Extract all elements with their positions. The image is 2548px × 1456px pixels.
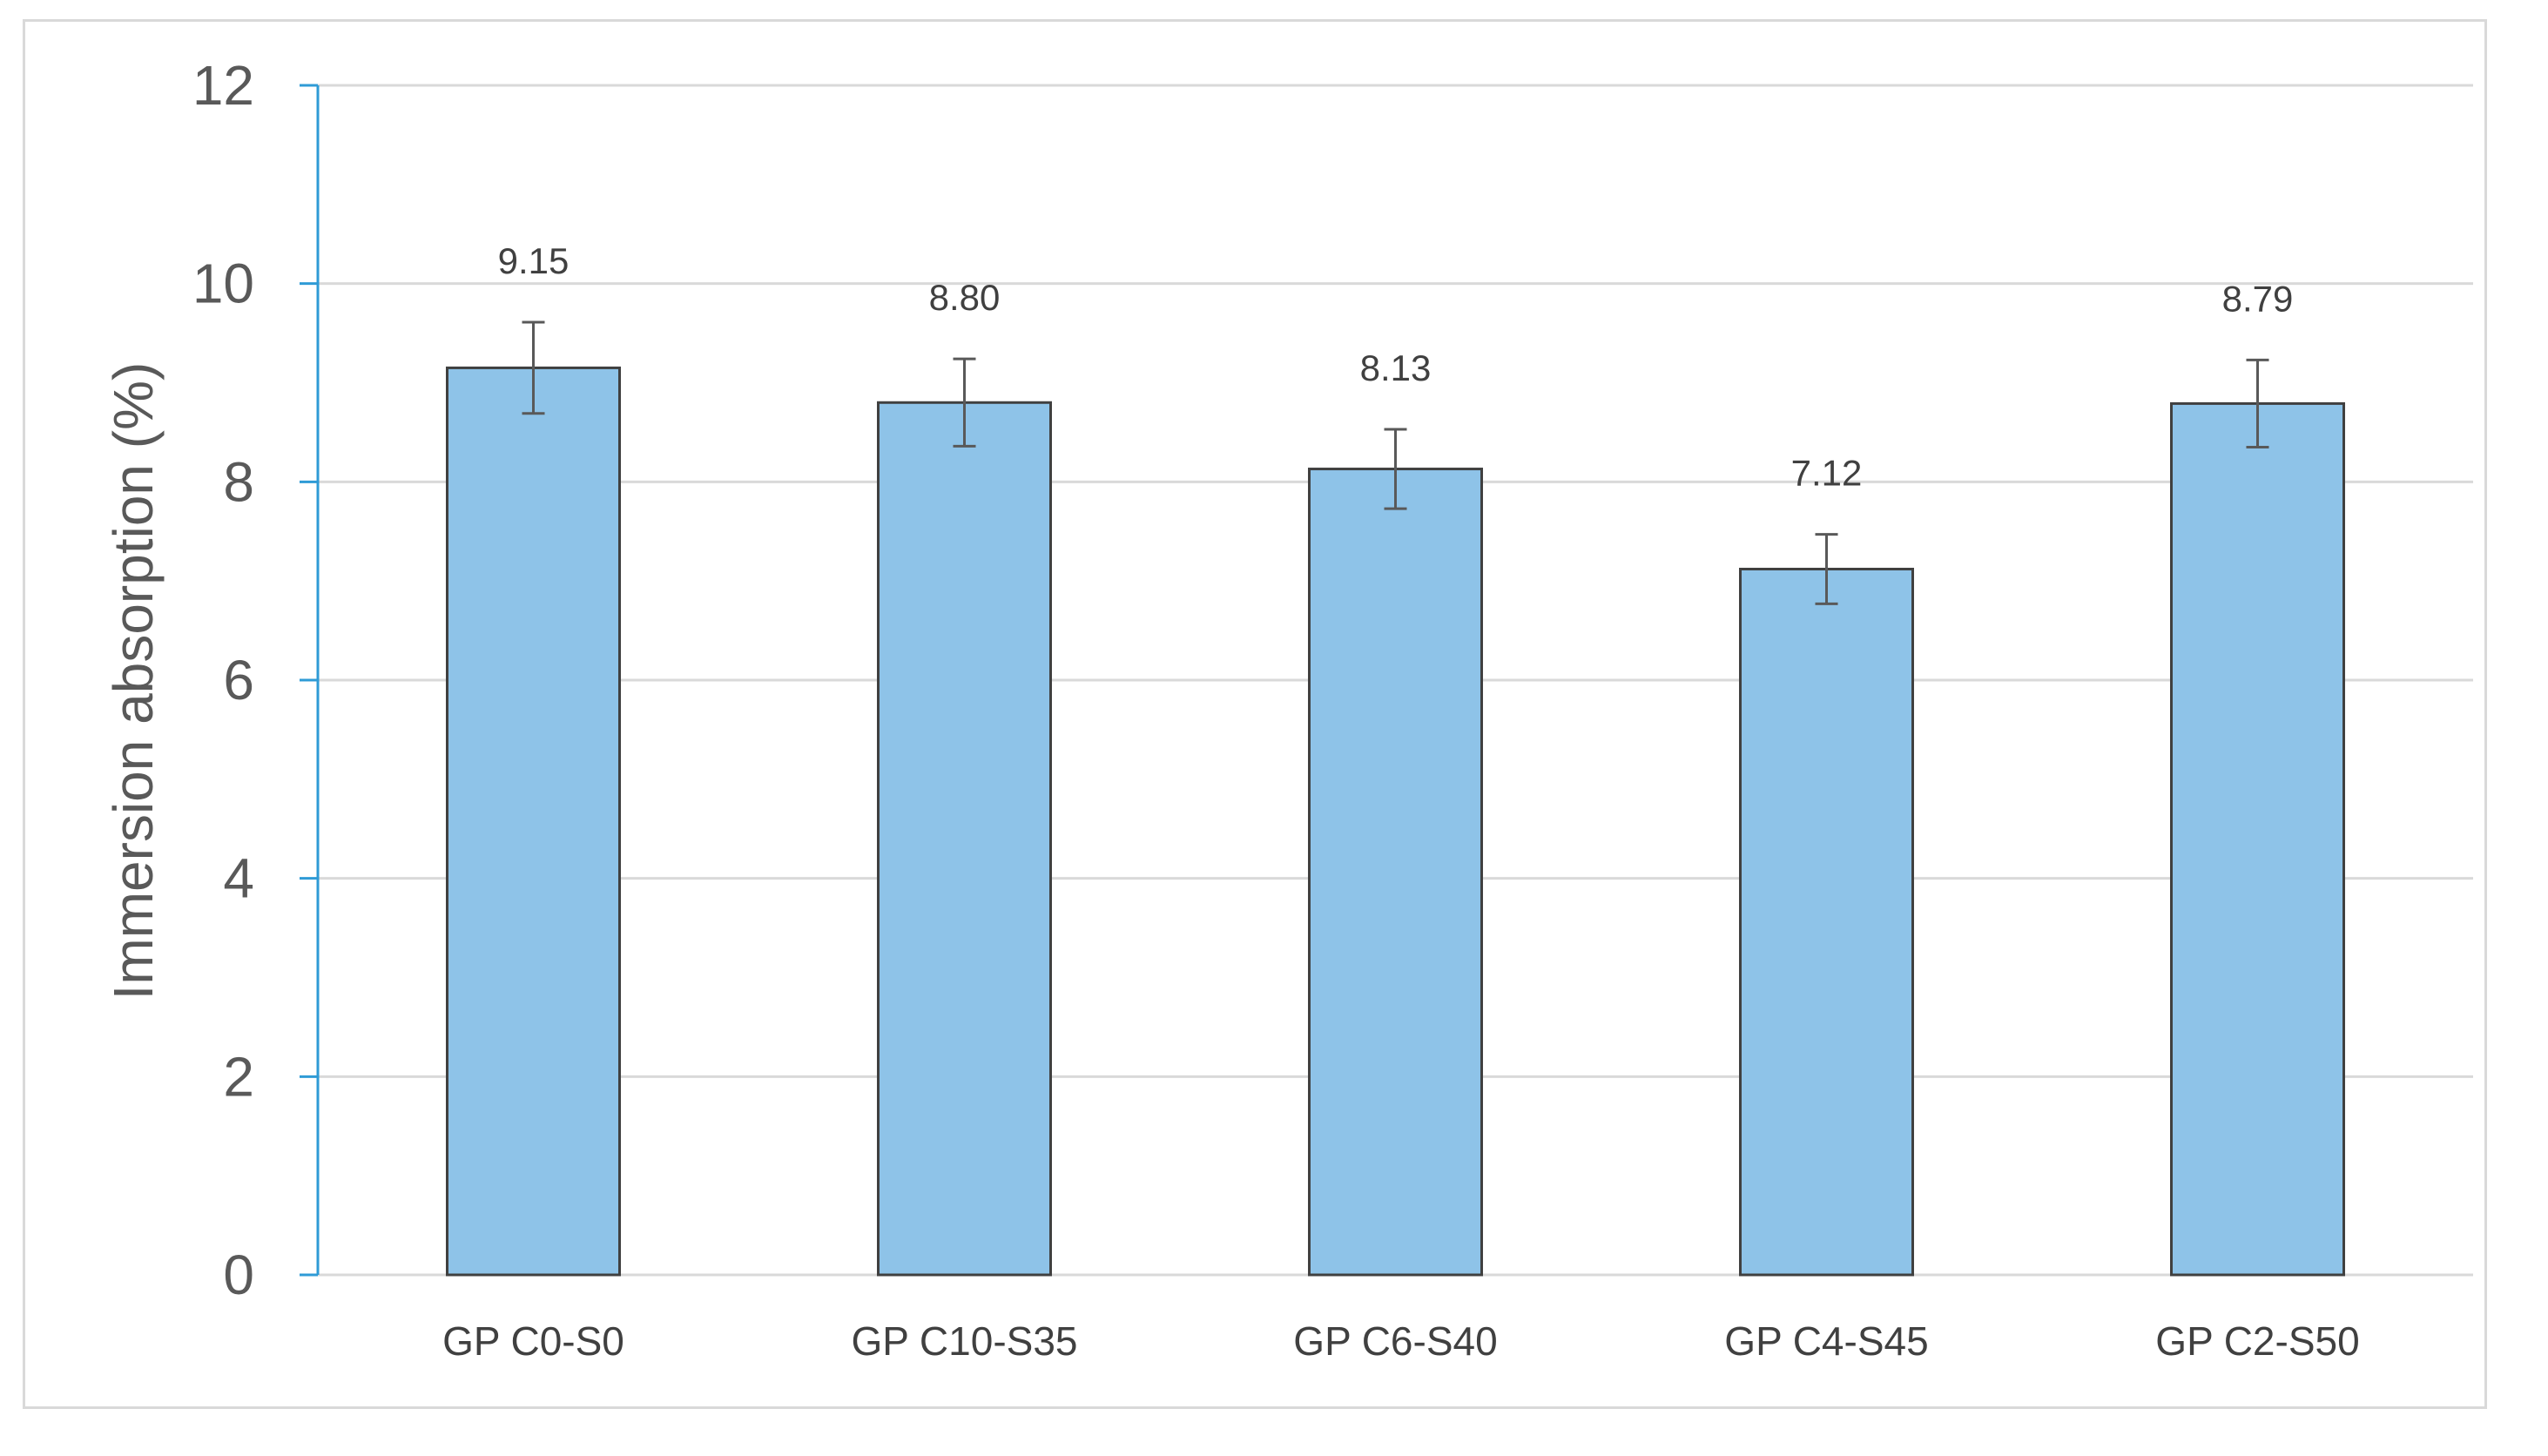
data-label: 9.15 — [498, 240, 570, 281]
x-category-label: GP C10-S35 — [852, 1318, 1078, 1364]
x-category-label: GP C2-S50 — [2155, 1318, 2359, 1364]
data-label: 8.79 — [2222, 278, 2294, 319]
x-category-label: GP C0-S0 — [442, 1318, 624, 1364]
y-tick-label: 2 — [223, 1045, 254, 1108]
y-tick-label: 10 — [192, 253, 254, 315]
chart-frame — [23, 19, 2487, 1409]
y-tick-label: 4 — [223, 847, 254, 910]
bar — [1739, 568, 1914, 1277]
bar — [877, 401, 1052, 1277]
bar — [1308, 468, 1483, 1277]
x-category-label: GP C4-S45 — [1724, 1318, 1928, 1364]
labels: 0 2 4 6 8 10 12 9.15 GP C0-S0 8.80 GP C10-S35 8.13 G… — [192, 54, 2360, 1364]
bars — [446, 320, 2345, 1277]
y-tick-label: 12 — [192, 54, 254, 117]
y-axis — [300, 84, 320, 1277]
data-label: 8.80 — [929, 277, 1001, 318]
y-tick-label: 8 — [223, 450, 254, 513]
x-category-label: GP C6-S40 — [1293, 1318, 1497, 1364]
gridlines — [300, 84, 2473, 1277]
y-axis-title: Immersion absorption (%) — [102, 362, 165, 1001]
data-label: 8.13 — [1360, 347, 1432, 388]
y-tick-label: 6 — [223, 649, 254, 711]
bar — [2170, 401, 2345, 1277]
y-tick-label: 0 — [223, 1244, 254, 1306]
bar — [446, 366, 621, 1277]
data-label: 7.12 — [1791, 453, 1863, 494]
